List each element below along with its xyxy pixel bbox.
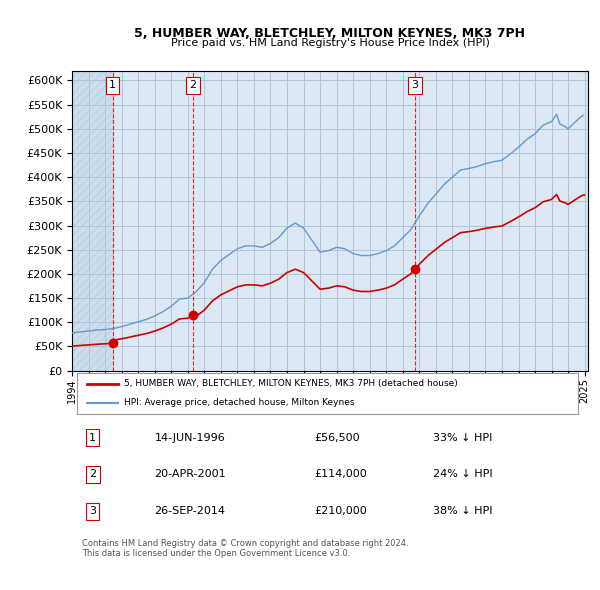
Text: £114,000: £114,000: [314, 470, 367, 480]
Bar: [72, 71, 113, 371]
Text: 2: 2: [189, 80, 196, 90]
Text: £56,500: £56,500: [314, 432, 360, 442]
Text: 2: 2: [89, 470, 96, 480]
Text: 1: 1: [109, 80, 116, 90]
Text: 38% ↓ HPI: 38% ↓ HPI: [433, 506, 493, 516]
Text: 3: 3: [412, 80, 419, 90]
Text: Price paid vs. HM Land Registry's House Price Index (HPI): Price paid vs. HM Land Registry's House …: [170, 38, 490, 48]
Text: 1: 1: [89, 432, 96, 442]
Text: £210,000: £210,000: [314, 506, 367, 516]
Bar: [72, 71, 113, 371]
Text: 26-SEP-2014: 26-SEP-2014: [155, 506, 226, 516]
Text: 3: 3: [89, 506, 96, 516]
Text: 24% ↓ HPI: 24% ↓ HPI: [433, 470, 493, 480]
Text: HPI: Average price, detached house, Milton Keynes: HPI: Average price, detached house, Milt…: [124, 398, 354, 408]
FancyBboxPatch shape: [77, 373, 578, 414]
Text: 33% ↓ HPI: 33% ↓ HPI: [433, 432, 493, 442]
Text: Contains HM Land Registry data © Crown copyright and database right 2024.
This d: Contains HM Land Registry data © Crown c…: [82, 539, 409, 558]
Text: 14-JUN-1996: 14-JUN-1996: [155, 432, 226, 442]
Text: 5, HUMBER WAY, BLETCHLEY, MILTON KEYNES, MK3 7PH: 5, HUMBER WAY, BLETCHLEY, MILTON KEYNES,…: [134, 27, 526, 40]
Text: 20-APR-2001: 20-APR-2001: [155, 470, 226, 480]
Text: 5, HUMBER WAY, BLETCHLEY, MILTON KEYNES, MK3 7PH (detached house): 5, HUMBER WAY, BLETCHLEY, MILTON KEYNES,…: [124, 379, 457, 388]
